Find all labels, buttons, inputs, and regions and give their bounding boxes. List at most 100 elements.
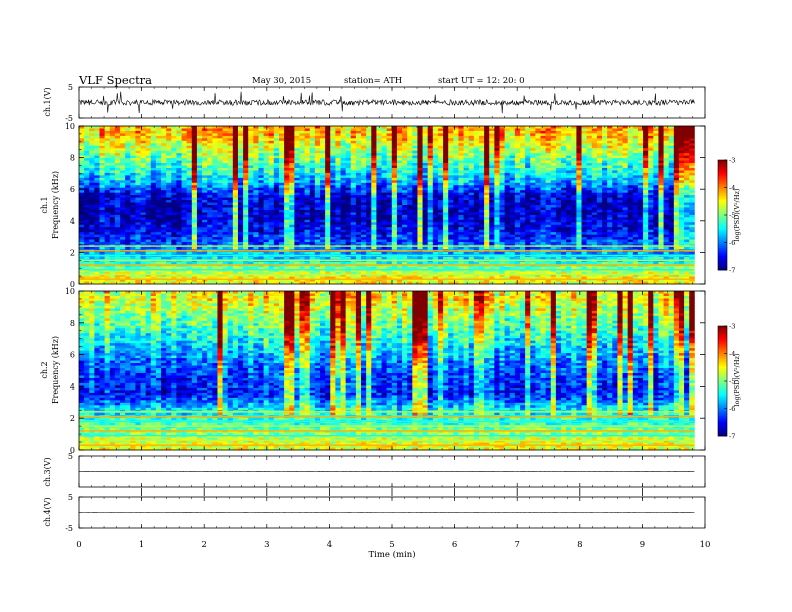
spectrogram-cell — [212, 148, 218, 152]
spectrogram-cell — [345, 229, 352, 233]
spectrogram-cell — [335, 274, 341, 277]
spectrogram-cell — [417, 180, 423, 184]
spectrogram-cell — [448, 251, 454, 255]
spectrogram-cell — [145, 195, 152, 198]
spectrogram-cell — [412, 214, 418, 218]
spectrogram-cell — [207, 232, 213, 236]
spectrogram-cell — [350, 163, 357, 166]
spectrogram-cell — [248, 185, 254, 189]
spectrogram-cell — [309, 182, 316, 186]
spectrogram-cell — [366, 145, 372, 149]
spectrogram-cell — [196, 170, 203, 174]
spectrogram-cell — [253, 155, 259, 159]
spectrogram-cell — [84, 187, 90, 191]
spectrogram-cell — [304, 167, 311, 171]
spectrogram-cell — [330, 172, 336, 176]
spectrogram-cell — [114, 246, 121, 250]
spectrogram-cell — [273, 234, 280, 238]
spectrogram-cell — [84, 133, 90, 137]
spectrogram-cell — [181, 256, 188, 260]
spectrogram-cell — [443, 242, 449, 245]
spectrogram-cell — [140, 170, 147, 174]
spectrogram-cell — [222, 175, 229, 179]
spectrogram-cell — [463, 138, 470, 142]
spectrogram-cell — [130, 214, 136, 218]
spectrogram-cell — [294, 140, 300, 144]
spectrogram-cell — [381, 160, 388, 164]
spectrogram-cell — [340, 163, 347, 166]
spectrogram-cell — [84, 219, 90, 223]
spectrogram-cell — [243, 261, 249, 265]
spectrogram-cell — [443, 150, 449, 154]
spectrogram-cell — [207, 180, 213, 184]
spectrogram-cell — [120, 163, 126, 166]
spectrogram-cell — [207, 175, 213, 179]
spectrogram-cell — [99, 239, 106, 243]
spectrogram-cell — [212, 274, 218, 277]
spectrogram-cell — [99, 158, 106, 161]
spectrogram-cell — [171, 242, 177, 245]
spectrogram-cell — [350, 217, 357, 221]
spectrogram-cell — [217, 182, 223, 186]
spectrogram-cell — [176, 187, 182, 191]
spectrogram-cell — [140, 232, 147, 236]
spectrogram-cell — [243, 143, 249, 147]
spectrogram-cell — [161, 209, 167, 213]
spectrogram-cell — [202, 202, 208, 206]
spectrogram-cell — [422, 234, 429, 238]
spectrogram-cell — [422, 207, 429, 211]
spectrogram-cell — [273, 197, 280, 201]
spectrogram-cell — [243, 229, 249, 233]
spectrogram-cell — [253, 167, 259, 171]
spectrogram-cell — [114, 158, 121, 161]
spectrogram-cell — [89, 227, 95, 231]
spectrogram-cell — [289, 130, 295, 134]
spectrogram-cell — [273, 239, 280, 243]
spectrogram-cell — [84, 200, 90, 203]
spectrogram-cell — [340, 271, 347, 275]
spectrogram-cell — [99, 165, 106, 169]
spectrogram-cell — [320, 234, 326, 238]
spectrogram-cell — [161, 222, 167, 226]
spectrogram-cell — [258, 143, 265, 147]
spectrogram-cell — [396, 269, 403, 273]
spectrogram-cell — [79, 158, 85, 161]
spectrogram-cell — [355, 143, 362, 147]
spectrogram-cell — [135, 276, 141, 280]
spectrogram-cell — [155, 266, 162, 270]
spectrogram-cell — [309, 266, 316, 270]
spectrogram-cell — [263, 274, 270, 277]
spectrogram-cell — [166, 271, 172, 275]
spectrogram-cell — [120, 219, 126, 223]
spectrogram-cell — [237, 239, 244, 243]
spectrogram-cell — [355, 281, 362, 285]
spectrogram-cell — [181, 126, 188, 129]
spectrogram-cell — [145, 187, 152, 191]
spectrogram-cell — [237, 276, 244, 280]
spectrogram-cell — [227, 239, 234, 243]
spectrogram-cell — [355, 217, 362, 221]
spectrogram-cell — [253, 242, 259, 245]
spectrogram-cell — [278, 271, 285, 275]
spectrogram-cell — [237, 148, 244, 152]
spectrogram-cell — [253, 190, 259, 194]
spectrogram-cell — [196, 180, 203, 184]
spectrogram-cell — [227, 229, 234, 233]
spectrogram-cell — [104, 155, 111, 159]
spectrogram-cell — [135, 222, 141, 226]
spectrogram-cell — [350, 271, 357, 275]
spectrogram-cell — [330, 180, 336, 184]
spectrogram-cell — [263, 163, 270, 166]
spectrogram-cell — [227, 274, 234, 277]
spectrogram-cell — [181, 246, 188, 250]
spectrogram-cell — [325, 185, 331, 189]
spectrogram-cell — [458, 163, 464, 166]
spectrogram-cell — [417, 138, 423, 142]
spectrogram-cell — [412, 200, 418, 203]
spectrogram-cell — [94, 170, 100, 174]
spectrogram-cell — [294, 246, 300, 250]
spectrogram-cell — [361, 195, 367, 198]
spectrogram-cell — [320, 261, 326, 265]
spectrogram-cell — [135, 239, 141, 243]
spectrogram-cell — [453, 140, 459, 144]
